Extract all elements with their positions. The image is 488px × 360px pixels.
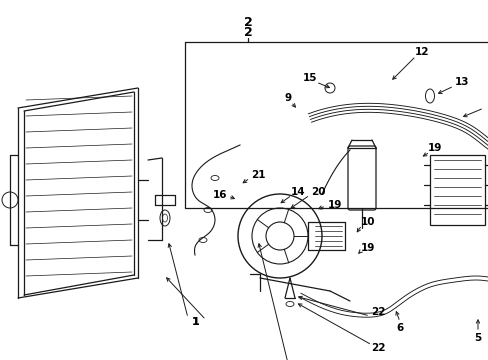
Text: 22: 22 [370,307,385,317]
Text: 1: 1 [192,317,200,327]
Circle shape [265,222,293,250]
Circle shape [2,192,18,208]
Ellipse shape [162,214,167,222]
Ellipse shape [285,302,293,306]
Circle shape [238,194,321,278]
Bar [429,155,484,225]
Text: 2: 2 [243,15,252,28]
Ellipse shape [199,238,206,243]
Text: 10: 10 [360,217,374,227]
FancyBboxPatch shape [347,146,375,210]
Text: 2: 2 [243,26,252,39]
Text: 1: 1 [192,317,200,327]
Text: 16: 16 [212,190,227,200]
Text: 12: 12 [414,47,428,57]
Text: 5: 5 [473,333,481,343]
Text: 19: 19 [360,243,374,253]
Ellipse shape [425,89,434,103]
Text: 9: 9 [284,93,291,103]
Text: 6: 6 [396,323,403,333]
Text: 20: 20 [310,187,325,197]
Text: 21: 21 [250,170,264,180]
Text: 22: 22 [370,343,385,353]
Circle shape [325,83,334,93]
Bar [487,268,488,277]
Circle shape [251,208,307,264]
Ellipse shape [203,207,212,212]
Ellipse shape [160,210,170,226]
Ellipse shape [210,175,219,180]
Text: 19: 19 [427,143,441,153]
Text: 13: 13 [454,77,468,87]
Text: 19: 19 [327,200,342,210]
Text: 15: 15 [302,73,317,83]
Text: 14: 14 [290,187,305,197]
